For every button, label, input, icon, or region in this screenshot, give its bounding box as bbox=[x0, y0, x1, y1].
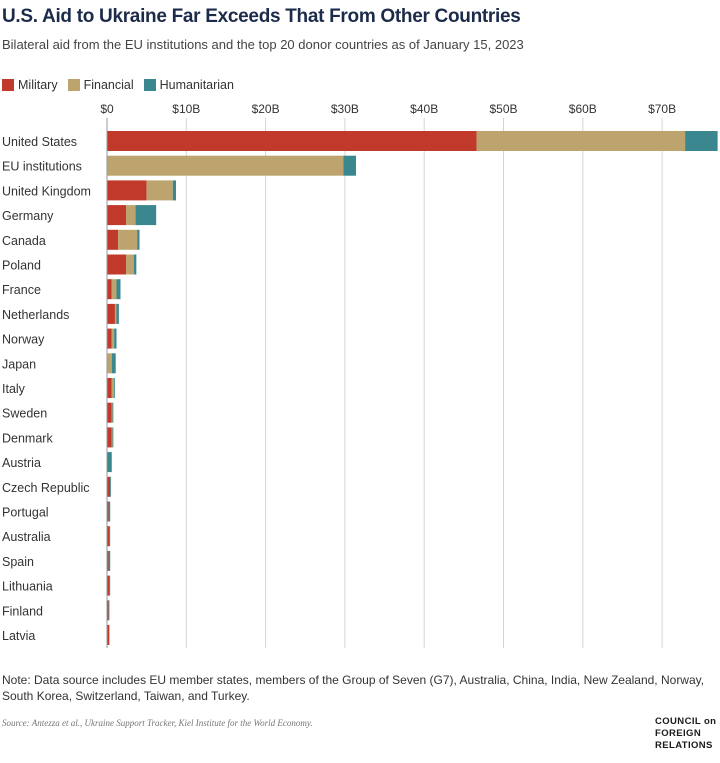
legend: Military Financial Humanitarian bbox=[2, 78, 244, 92]
legend-item-military: Military bbox=[2, 78, 58, 92]
footnote: Note: Data source includes EU member sta… bbox=[2, 673, 705, 703]
bar-humanitarian-9 bbox=[111, 353, 116, 374]
logo-line-3: RELATIONS bbox=[655, 740, 713, 751]
category-label-10: Italy bbox=[2, 382, 26, 396]
logo-line-1: COUNCIL on bbox=[655, 716, 717, 727]
x-tick-label-3: $30B bbox=[331, 102, 359, 116]
bar-financial-11 bbox=[111, 402, 113, 423]
legend-item-humanitarian: Humanitarian bbox=[143, 78, 234, 92]
x-tick-label-4: $40B bbox=[410, 102, 438, 116]
bar-humanitarian-16 bbox=[109, 526, 111, 547]
bar-chart: $0 $10B $20B $30B $40B $50B $60B $70B United Sta… bbox=[2, 102, 718, 648]
category-label-6: France bbox=[2, 283, 41, 297]
bar-financial-2 bbox=[146, 180, 173, 201]
bar-humanitarian-19 bbox=[108, 600, 110, 621]
bar-humanitarian-0 bbox=[685, 131, 718, 151]
category-label-13: Austria bbox=[2, 456, 41, 470]
category-label-7: Netherlands bbox=[2, 308, 69, 322]
bar-financial-5 bbox=[126, 254, 134, 275]
bar-financial-1 bbox=[107, 155, 344, 176]
category-label-12: Denmark bbox=[2, 431, 53, 445]
legend-label-military: Military bbox=[18, 78, 58, 92]
bar-humanitarian-6 bbox=[116, 279, 121, 300]
bar-financial-12 bbox=[111, 427, 113, 448]
category-label-1: EU institutions bbox=[2, 160, 82, 174]
category-label-16: Australia bbox=[2, 530, 51, 544]
bar-military-5 bbox=[107, 254, 127, 275]
bar-humanitarian-10 bbox=[114, 378, 115, 398]
bar-humanitarian-4 bbox=[137, 229, 140, 250]
bar-military-14 bbox=[107, 476, 111, 497]
bar-financial-10 bbox=[111, 378, 115, 398]
bar-military-7 bbox=[107, 303, 115, 324]
bar-financial-3 bbox=[126, 205, 136, 226]
x-tick-label-6: $60B bbox=[569, 102, 597, 116]
chart-title: U.S. Aid to Ukraine Far Exceeds That Fro… bbox=[2, 6, 521, 27]
category-label-17: Spain bbox=[2, 555, 34, 569]
bar-military-17 bbox=[107, 550, 109, 571]
bar-military-6 bbox=[107, 279, 112, 300]
bar-humanitarian-5 bbox=[133, 254, 137, 275]
bar-humanitarian-15 bbox=[108, 501, 111, 522]
bar-military-20 bbox=[107, 625, 110, 645]
bar-humanitarian-1 bbox=[343, 155, 357, 176]
bar-military-19 bbox=[107, 600, 109, 621]
logo-line-2: FOREIGN bbox=[655, 728, 702, 739]
bar-financial-8 bbox=[111, 328, 115, 349]
legend-label-humanitarian: Humanitarian bbox=[159, 78, 234, 92]
bar-military-3 bbox=[107, 205, 127, 226]
bar-humanitarian-11 bbox=[112, 402, 114, 423]
legend-swatch-financial bbox=[67, 79, 80, 91]
legend-swatch-humanitarian bbox=[143, 79, 156, 91]
bar-military-10 bbox=[107, 378, 112, 398]
bar-humanitarian-3 bbox=[135, 205, 157, 226]
bar-financial-7 bbox=[114, 303, 117, 324]
bar-humanitarian-17 bbox=[108, 550, 111, 571]
bar-financial-0 bbox=[476, 131, 686, 151]
x-tick-label-7: $70B bbox=[648, 102, 676, 116]
bar-military-18 bbox=[107, 575, 110, 596]
category-label-3: Germany bbox=[2, 209, 54, 223]
bar-military-15 bbox=[107, 501, 109, 522]
category-label-9: Japan bbox=[2, 357, 36, 371]
bar-humanitarian-2 bbox=[172, 180, 176, 201]
category-label-11: Sweden bbox=[2, 407, 47, 421]
bar-humanitarian-7 bbox=[116, 303, 119, 324]
x-tick-label-1: $10B bbox=[172, 102, 200, 116]
x-tick-label-5: $50B bbox=[489, 102, 517, 116]
x-tick-label-2: $20B bbox=[252, 102, 280, 116]
category-label-8: Norway bbox=[2, 333, 45, 347]
legend-swatch-military bbox=[2, 79, 14, 91]
bar-military-0 bbox=[107, 131, 477, 151]
bar-military-12 bbox=[107, 427, 112, 448]
bar-humanitarian-14 bbox=[110, 476, 111, 497]
chart-subtitle: Bilateral aid from the EU institutions a… bbox=[2, 37, 524, 52]
category-label-15: Portugal bbox=[2, 506, 49, 520]
bar-military-8 bbox=[107, 328, 112, 349]
bar-military-2 bbox=[107, 180, 147, 201]
bar-military-4 bbox=[107, 229, 119, 250]
category-label-20: Latvia bbox=[2, 629, 35, 643]
cfr-logo: COUNCIL on FOREIGN RELATIONS bbox=[655, 716, 716, 752]
bar-humanitarian-18 bbox=[109, 575, 111, 596]
bar-humanitarian-8 bbox=[114, 328, 117, 349]
category-label-14: Czech Republic bbox=[2, 481, 90, 495]
category-label-2: United Kingdom bbox=[2, 184, 91, 198]
category-label-18: Lithuania bbox=[2, 580, 53, 594]
legend-item-financial: Financial bbox=[67, 78, 134, 92]
bar-humanitarian-13 bbox=[107, 452, 112, 473]
bar-military-11 bbox=[107, 402, 112, 423]
bar-military-16 bbox=[107, 526, 110, 547]
bar-financial-4 bbox=[118, 229, 138, 250]
x-tick-label-0: $0 bbox=[100, 102, 114, 116]
category-label-19: Finland bbox=[2, 604, 43, 618]
category-label-0: United States bbox=[2, 135, 77, 149]
category-label-4: Canada bbox=[2, 234, 46, 248]
bar-financial-9 bbox=[107, 353, 112, 374]
category-label-5: Poland bbox=[2, 259, 41, 273]
bar-humanitarian-12 bbox=[112, 427, 114, 448]
bar-financial-6 bbox=[111, 279, 117, 300]
source-line: Source: Antezza et al., Ukraine Support … bbox=[2, 718, 313, 728]
legend-label-financial: Financial bbox=[83, 78, 134, 92]
